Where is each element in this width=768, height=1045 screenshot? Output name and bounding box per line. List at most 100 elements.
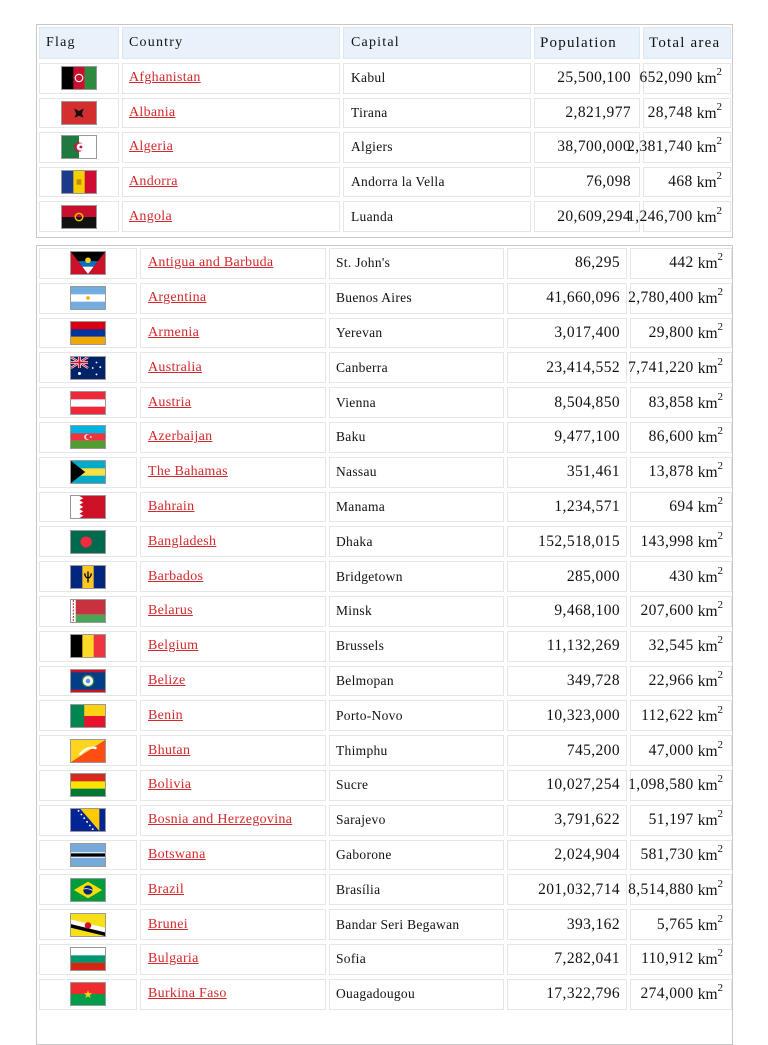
flag-azerbaijan-icon — [70, 425, 106, 450]
country-link[interactable]: Algeria — [129, 139, 174, 155]
population-cell: 9,477,100 — [507, 422, 627, 453]
population-cell: 76,098 — [534, 166, 640, 198]
country-link[interactable]: Belize — [148, 672, 186, 688]
area-cell: 110,912 km2 — [630, 944, 732, 975]
country-link[interactable]: Angola — [129, 208, 173, 224]
country-link[interactable]: Armenia — [148, 324, 200, 340]
country-link[interactable]: Afghanistan — [129, 70, 201, 86]
flag-burkina-faso-icon — [70, 982, 106, 1007]
flag-armenia-icon — [70, 320, 106, 345]
capital-cell: Kabul — [343, 63, 531, 94]
population-cell: 86,295 — [507, 248, 627, 279]
country-link[interactable]: Benin — [148, 707, 183, 723]
country-cell: Bulgaria — [140, 944, 326, 975]
population-value: 23,414,552 — [546, 358, 620, 376]
country-cell: Antigua and Barbuda — [140, 248, 326, 279]
area-unit: km2 — [696, 135, 722, 157]
area-value: 22,966 — [648, 671, 694, 689]
country-link[interactable]: Bahrain — [148, 498, 195, 514]
capital-name: Brasília — [336, 881, 381, 897]
country-link[interactable]: Botswana — [148, 846, 206, 862]
country-link[interactable]: Belarus — [148, 603, 193, 619]
flag-cell — [39, 909, 137, 940]
capital-name: Ouagadougou — [336, 986, 416, 1002]
country-link[interactable]: Azerbaijan — [148, 429, 213, 445]
country-link[interactable]: Brunei — [148, 916, 188, 932]
country-link[interactable]: Bulgaria — [148, 951, 199, 967]
flag-antigua-and-barbuda-icon — [70, 251, 106, 276]
country-link[interactable]: Bhutan — [148, 742, 191, 758]
capital-cell: Algiers — [343, 132, 531, 163]
population-cell: 38,700,000 — [534, 132, 640, 163]
area-cell: 7,741,220 km2 — [628, 352, 732, 384]
area-value: 28,748 — [647, 103, 693, 121]
flag-bulgaria-icon — [70, 947, 106, 972]
country-link[interactable]: Bolivia — [148, 777, 192, 793]
flag-cell — [39, 630, 137, 662]
country-link[interactable]: Andorra — [129, 174, 178, 190]
capital-name: Minsk — [336, 603, 373, 619]
country-link[interactable]: The Bahamas — [148, 464, 228, 480]
flag-cell — [39, 561, 137, 592]
country-link[interactable]: Brazil — [148, 881, 185, 897]
flag-cell — [39, 63, 119, 94]
country-link[interactable]: Barbados — [148, 568, 204, 584]
population-cell: 1,234,571 — [507, 491, 627, 523]
country-link[interactable]: Austria — [148, 394, 192, 410]
area-value: 8,514,880 — [628, 880, 694, 898]
population-cell: 25,500,100 — [534, 63, 640, 94]
area-unit: km2 — [697, 425, 723, 447]
country-link[interactable]: Argentina — [148, 290, 207, 306]
country-link[interactable]: Burkina Faso — [148, 986, 227, 1002]
capital-cell: Sarajevo — [329, 804, 504, 836]
flag-cell — [39, 97, 119, 129]
area-unit: km2 — [696, 170, 722, 192]
capital-name: Sarajevo — [336, 812, 386, 828]
capital-cell: Belmopan — [329, 665, 504, 697]
table-row: Belarus Minsk 9,468,100 207,600 km2 — [37, 594, 732, 629]
population-cell: 201,032,714 — [507, 874, 627, 906]
country-cell: Brunei — [140, 909, 326, 940]
area-value: 2,381,740 — [627, 138, 693, 156]
country-link[interactable]: Antigua and Barbuda — [148, 255, 274, 271]
area-unit: km2 — [697, 320, 723, 343]
capital-name: Dhaka — [336, 533, 373, 549]
population-value: 3,017,400 — [554, 323, 620, 341]
flag-belarus-icon — [70, 599, 106, 624]
population-value: 349,728 — [566, 671, 620, 689]
capital-cell: Minsk — [329, 596, 504, 627]
area-cell: 143,998 km2 — [630, 526, 732, 558]
table-row: Algeria Algiers 38,700,000 2,381,740 km2 — [37, 130, 732, 165]
capital-name: Bridgetown — [336, 568, 403, 584]
area-unit: km2 — [697, 703, 723, 725]
capital-name: Bandar Seri Begawan — [336, 916, 460, 932]
area-value: 652,090 — [639, 69, 693, 87]
capital-name: Tirana — [351, 104, 388, 120]
country-cell: Afghanistan — [122, 63, 340, 94]
country-cell: Bhutan — [140, 735, 326, 766]
country-link[interactable]: Bosnia and Herzegovina — [148, 812, 293, 828]
area-cell: 29,800 km2 — [630, 317, 732, 349]
population-value: 86,295 — [574, 254, 620, 272]
population-value: 10,323,000 — [546, 706, 620, 724]
capital-name: Porto-Novo — [336, 707, 403, 723]
flag-cell — [39, 770, 137, 801]
area-cell: 22,966 km2 — [630, 665, 732, 697]
country-link[interactable]: Bangladesh — [148, 533, 217, 549]
area-cell: 694 km2 — [630, 491, 732, 523]
country-link[interactable]: Belgium — [148, 638, 199, 654]
capital-cell: St. John's — [329, 248, 504, 279]
country-link[interactable]: Albania — [129, 104, 176, 120]
area-cell: 442 km2 — [630, 248, 732, 279]
area-cell: 28,748 km2 — [643, 97, 731, 129]
flag-andorra-icon — [61, 170, 97, 195]
area-value: 32,545 — [648, 637, 694, 655]
country-cell: Austria — [140, 387, 326, 418]
country-link[interactable]: Australia — [148, 359, 203, 375]
population-cell: 23,414,552 — [507, 352, 627, 384]
population-cell: 7,282,041 — [507, 944, 627, 975]
flag-cell — [39, 839, 137, 871]
area-cell: 112,622 km2 — [630, 700, 732, 732]
capital-cell: Brussels — [329, 630, 504, 662]
area-unit: km2 — [697, 808, 723, 830]
